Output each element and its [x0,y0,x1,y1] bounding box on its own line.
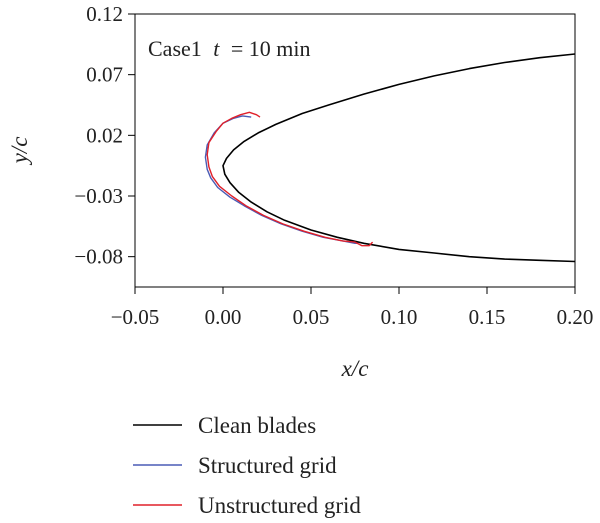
y-tick-label: 0.12 [86,2,123,26]
series-layer [204,53,575,263]
annotation-case: Case1 [148,36,202,61]
legend-label: Clean blades [198,413,316,438]
series-line-3 [206,111,374,247]
x-tick-label: 0.05 [293,305,330,329]
svg-text:Case1 t = 10 min: Case1 t = 10 min [148,36,311,61]
series-line-1 [222,53,575,263]
x-tick-label: 0.00 [205,305,242,329]
case-annotation: Case1 t = 10 min [148,36,311,61]
y-tick-label: −0.03 [74,184,123,208]
plot-border [134,13,576,288]
x-tick-label: 0.10 [381,305,418,329]
y-tick-label: 0.07 [86,63,123,87]
y-tick-label: 0.02 [86,123,123,147]
plot-frame [134,13,576,288]
ticks-layer: −0.05 0.00 0.05 0.10 0.15 0.20 0.12 0.07 0.02 −0.… [74,2,593,329]
annotation-t: t [213,36,220,61]
x-tick-label: −0.05 [111,305,160,329]
x-tick-label: 0.20 [557,305,594,329]
legend: Clean blades Structured grid Unstructured … [133,413,361,518]
legend-label: Structured grid [198,453,337,478]
x-axis-label: x/c [341,356,369,381]
y-tick-label: −0.08 [74,245,123,269]
annotation-rest: = 10 min [231,36,311,61]
legend-label: Unstructured grid [198,493,361,518]
y-axis-label: y/c [7,137,32,166]
x-tick-label: 0.15 [469,305,506,329]
